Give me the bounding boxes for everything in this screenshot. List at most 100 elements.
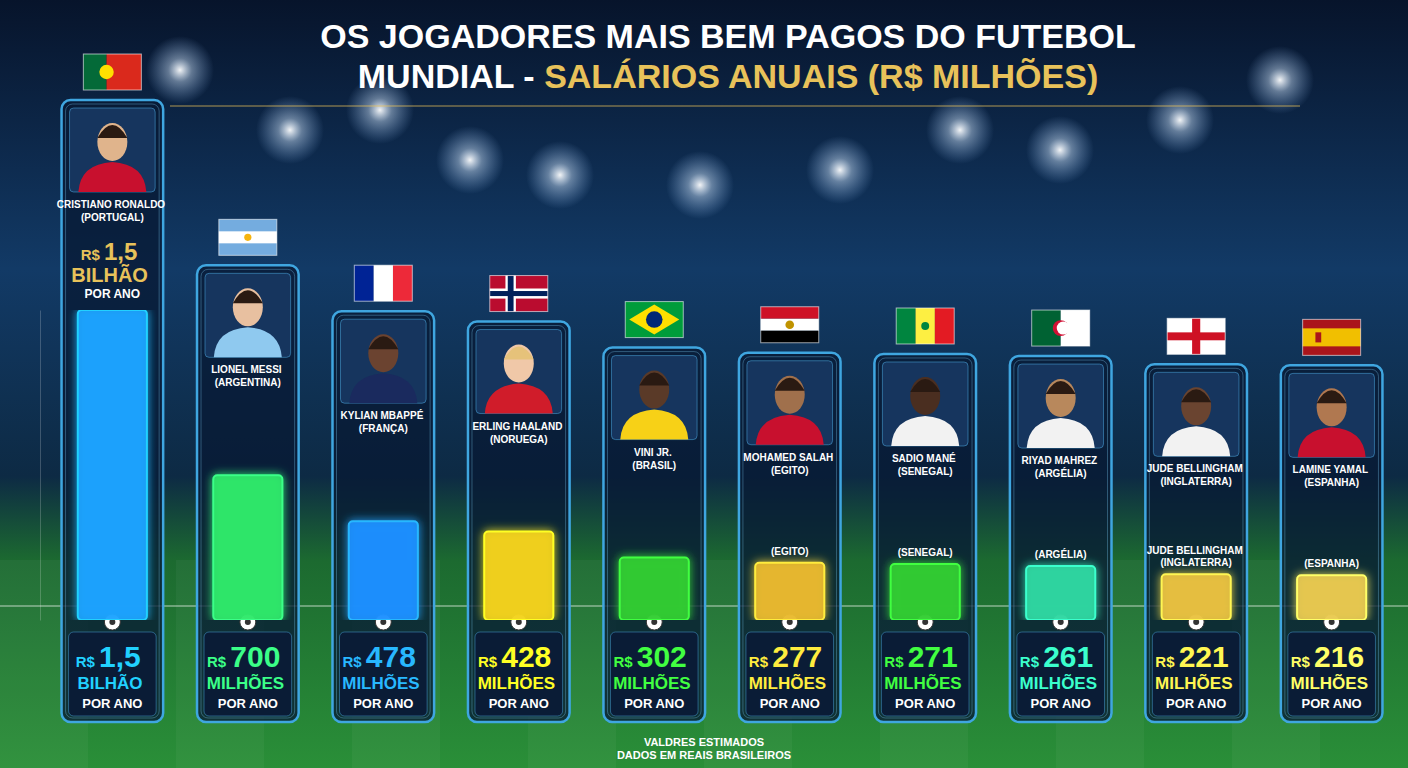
value-box bbox=[340, 632, 428, 716]
value-box bbox=[1152, 632, 1240, 716]
flag bbox=[219, 219, 277, 255]
stadium-light bbox=[666, 151, 734, 219]
player-photo bbox=[747, 361, 833, 445]
card-inner bbox=[607, 352, 701, 718]
player-photo bbox=[882, 362, 968, 446]
card-inner bbox=[1285, 369, 1379, 718]
bar bbox=[1026, 566, 1095, 620]
card-inner bbox=[743, 357, 837, 718]
photo-frame bbox=[341, 319, 427, 403]
flag-part bbox=[761, 331, 819, 343]
y-axis-line bbox=[40, 311, 41, 621]
data-label: R$ 302 MILHÕES POR ANO bbox=[613, 640, 695, 711]
annotation: (EGITO) bbox=[771, 546, 809, 557]
flag-part bbox=[1167, 318, 1225, 354]
flag bbox=[83, 54, 141, 90]
player-photo bbox=[476, 330, 562, 414]
flag-part bbox=[761, 307, 819, 319]
flag-part bbox=[99, 65, 113, 79]
photo-hair bbox=[233, 290, 263, 303]
annotation: (ARGÉLIA) bbox=[1035, 548, 1087, 560]
photo-hair bbox=[1317, 390, 1347, 403]
photo-frame bbox=[611, 356, 697, 440]
flag-part bbox=[785, 320, 794, 329]
category-label: LIONEL MESSI (ARGENTINA) bbox=[211, 364, 284, 388]
value-box bbox=[1017, 632, 1105, 716]
category-label: KYLIAN MBAPPÉ (FRANÇA) bbox=[341, 409, 427, 434]
photo-head bbox=[233, 288, 263, 326]
card bbox=[62, 100, 164, 722]
card-inner bbox=[1149, 368, 1243, 718]
flag-border bbox=[1032, 310, 1090, 346]
flag-part bbox=[921, 322, 929, 330]
stadium-light bbox=[1026, 116, 1094, 184]
card-inner bbox=[878, 358, 972, 718]
flag-part bbox=[490, 291, 548, 296]
photo-head bbox=[97, 123, 127, 161]
stadium-lights bbox=[146, 36, 1314, 219]
card bbox=[468, 322, 570, 722]
photo-hair bbox=[639, 373, 669, 386]
player-photo bbox=[70, 108, 156, 192]
photo-frame bbox=[1018, 364, 1104, 448]
flag-part bbox=[1167, 332, 1225, 340]
labels: CRISTIANO RONALDO (PORTUGAL)R$ 1,5 BILHÃ… bbox=[57, 199, 1373, 761]
flag-border bbox=[761, 307, 819, 343]
stadium-light bbox=[806, 136, 874, 204]
bar bbox=[213, 475, 282, 620]
flag-part bbox=[916, 308, 935, 344]
card bbox=[1281, 365, 1383, 722]
card bbox=[874, 354, 976, 722]
player-photo bbox=[205, 273, 291, 357]
data-label: R$ 216 MILHÕES POR ANO bbox=[1291, 640, 1373, 711]
flag bbox=[896, 308, 954, 344]
flag-part bbox=[896, 308, 915, 344]
value-box bbox=[610, 632, 698, 716]
bar bbox=[78, 310, 147, 620]
photo-frame bbox=[747, 361, 833, 445]
annotation: R$ 1,5 BILHÃO POR ANO bbox=[71, 238, 153, 301]
caption: DADOS EM REAIS BRASILEIROS bbox=[617, 749, 791, 761]
card-inner bbox=[337, 315, 431, 718]
flag-part bbox=[354, 265, 373, 301]
flag-border bbox=[625, 302, 683, 338]
flag bbox=[1303, 319, 1361, 355]
photo-shirt bbox=[1162, 426, 1230, 456]
card bbox=[1010, 356, 1112, 722]
stadium-light bbox=[1146, 86, 1214, 154]
flag bbox=[354, 265, 412, 301]
flag-border bbox=[1167, 318, 1225, 354]
photo-hair bbox=[775, 378, 805, 391]
category-label: JUDE BELLINGHAM (INGLATERRA) bbox=[1147, 463, 1246, 487]
bar bbox=[620, 558, 689, 620]
background bbox=[0, 0, 1408, 768]
flag-part bbox=[935, 308, 954, 344]
chart-root: OS JOGADORES MAIS BEM PAGOS DO FUTEBOLMU… bbox=[0, 0, 1408, 768]
bar bbox=[349, 521, 418, 620]
card-inner bbox=[1014, 360, 1108, 718]
flag-part bbox=[625, 302, 683, 338]
category-label: ERLING HAALAND (NORUEGA) bbox=[472, 421, 565, 445]
photo-shirt bbox=[349, 373, 417, 403]
photo-shirt bbox=[620, 410, 688, 440]
photo-hair bbox=[1046, 381, 1076, 394]
value-box bbox=[204, 632, 292, 716]
flag-part bbox=[1057, 322, 1070, 335]
card-inner bbox=[66, 104, 160, 718]
player-photo bbox=[1153, 372, 1239, 456]
flag-part bbox=[490, 289, 548, 299]
flag bbox=[1032, 310, 1090, 346]
player-photo bbox=[1289, 373, 1375, 457]
player-photo bbox=[611, 356, 697, 440]
data-label: R$ 277 MILHÕES POR ANO bbox=[749, 640, 831, 711]
photo-head bbox=[368, 334, 398, 372]
flag-part bbox=[1303, 328, 1361, 346]
card bbox=[1145, 364, 1247, 722]
photo-shirt bbox=[1298, 427, 1366, 457]
annotation: (SENEGAL) bbox=[898, 547, 953, 558]
y-axis bbox=[40, 311, 41, 621]
data-label: R$ 221 MILHÕES POR ANO bbox=[1155, 640, 1237, 711]
photo-head bbox=[775, 376, 805, 414]
flag-part bbox=[219, 231, 277, 243]
data-label: R$ 700 MILHÕES POR ANO bbox=[207, 640, 289, 711]
